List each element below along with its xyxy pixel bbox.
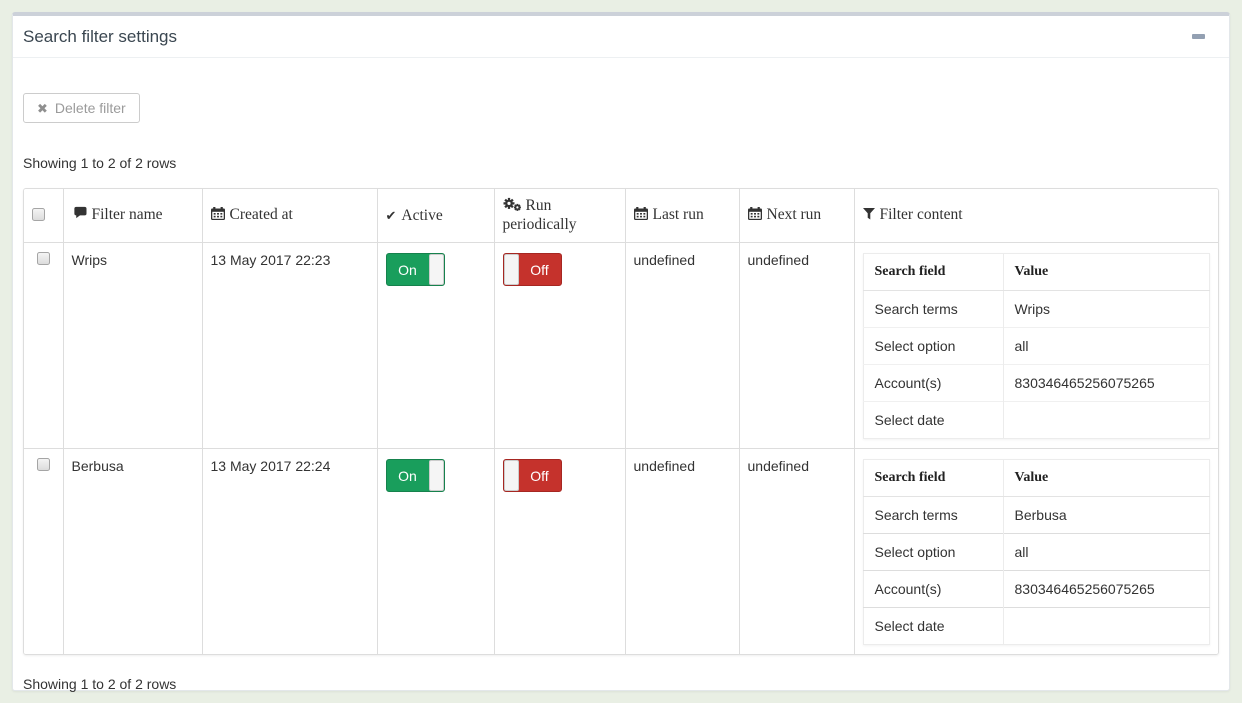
nested-header-value: Value <box>1002 253 1210 291</box>
filter-content-table: Search field Value Search terms Berbusa <box>862 459 1210 645</box>
filter-icon <box>862 207 875 225</box>
nested-row: Select date <box>863 401 1210 439</box>
filter-content-table: Search field Value Search terms Wrips <box>862 253 1210 439</box>
active-cell: On <box>376 242 494 449</box>
select-all-header-cell <box>24 189 63 243</box>
panel-heading: Search filter settings <box>13 16 1229 58</box>
active-cell: On <box>376 448 494 654</box>
filter-name-cell: Berbusa <box>62 448 202 654</box>
filter-content-cell: Search field Value Search terms Wrips <box>853 242 1218 449</box>
run-periodically-cell: Off <box>493 242 625 449</box>
toggle-knob <box>428 254 444 285</box>
calendar-icon <box>210 207 225 225</box>
row-checkbox-cell <box>24 448 63 654</box>
table-row: Berbusa 13 May 2017 22:24 On Off <box>24 448 1218 654</box>
row-checkbox[interactable] <box>36 458 50 471</box>
pagination-summary-bottom: Showing 1 to 2 of 2 rows <box>23 676 177 692</box>
nested-header-value: Value <box>1002 459 1210 497</box>
x-icon: ✖ <box>37 100 48 116</box>
nested-row: Select option all <box>863 327 1210 365</box>
panel-title: Search filter settings <box>23 26 178 46</box>
check-icon: ✔ <box>385 207 397 223</box>
toggle-knob <box>503 254 519 285</box>
nested-row: Account(s) 830346465256075265 <box>863 570 1210 608</box>
filter-content-cell: Search field Value Search terms Berbusa <box>853 448 1218 654</box>
nested-header-field: Search field <box>863 253 1003 291</box>
next-run-cell: undefined <box>738 448 854 654</box>
row-checkbox-cell <box>24 242 63 449</box>
created-at-cell: 13 May 2017 22:23 <box>201 242 377 449</box>
created-at-cell: 13 May 2017 22:24 <box>201 448 377 654</box>
nested-row: Search terms Wrips <box>863 290 1210 328</box>
nested-row: Select date <box>863 607 1210 645</box>
table-header-row: Filter name Created at ✔ Active Run perio… <box>24 189 1218 243</box>
col-header-filter-content: Filter content <box>853 189 1218 243</box>
delete-filter-label: Delete filter <box>54 100 126 116</box>
search-filter-settings-panel: Search filter settings ✖ Delete filter S… <box>12 12 1230 692</box>
toggle-knob <box>503 460 519 491</box>
nested-row: Search terms Berbusa <box>863 496 1210 534</box>
next-run-cell: undefined <box>738 242 854 449</box>
col-header-run-periodically: Run periodically <box>493 189 625 243</box>
col-header-last-run: Last run <box>624 189 739 243</box>
col-header-filter-name: Filter name <box>62 189 202 243</box>
collapse-panel-icon[interactable] <box>1192 34 1205 39</box>
last-run-cell: undefined <box>624 242 739 449</box>
select-all-checkbox[interactable] <box>32 208 45 221</box>
nested-row: Select option all <box>863 533 1210 571</box>
col-header-created-at: Created at <box>201 189 377 243</box>
cogs-icon <box>503 197 521 216</box>
table-row: Wrips 13 May 2017 22:23 On Off <box>24 242 1218 449</box>
last-run-cell: undefined <box>624 448 739 654</box>
delete-filter-button[interactable]: ✖ Delete filter <box>23 93 140 123</box>
col-header-next-run: Next run <box>738 189 854 243</box>
run-periodically-toggle[interactable]: Off <box>502 459 562 492</box>
row-checkbox[interactable] <box>36 252 50 265</box>
run-periodically-cell: Off <box>493 448 625 654</box>
run-periodically-toggle[interactable]: Off <box>502 253 562 286</box>
comment-icon <box>72 206 87 225</box>
active-toggle[interactable]: On <box>385 459 445 492</box>
panel-body: ✖ Delete filter Showing 1 to 2 of 2 rows <box>13 58 1229 702</box>
active-toggle[interactable]: On <box>385 253 445 286</box>
pagination-summary-top: Showing 1 to 2 of 2 rows <box>23 155 177 171</box>
filter-name-cell: Wrips <box>62 242 202 449</box>
filters-table: Filter name Created at ✔ Active Run perio… <box>23 188 1219 655</box>
nested-header-field: Search field <box>863 459 1003 497</box>
calendar-icon <box>633 207 648 225</box>
toggle-knob <box>428 460 444 491</box>
col-header-active: ✔ Active <box>376 189 494 243</box>
calendar-icon <box>747 207 762 225</box>
nested-row: Account(s) 830346465256075265 <box>863 364 1210 402</box>
